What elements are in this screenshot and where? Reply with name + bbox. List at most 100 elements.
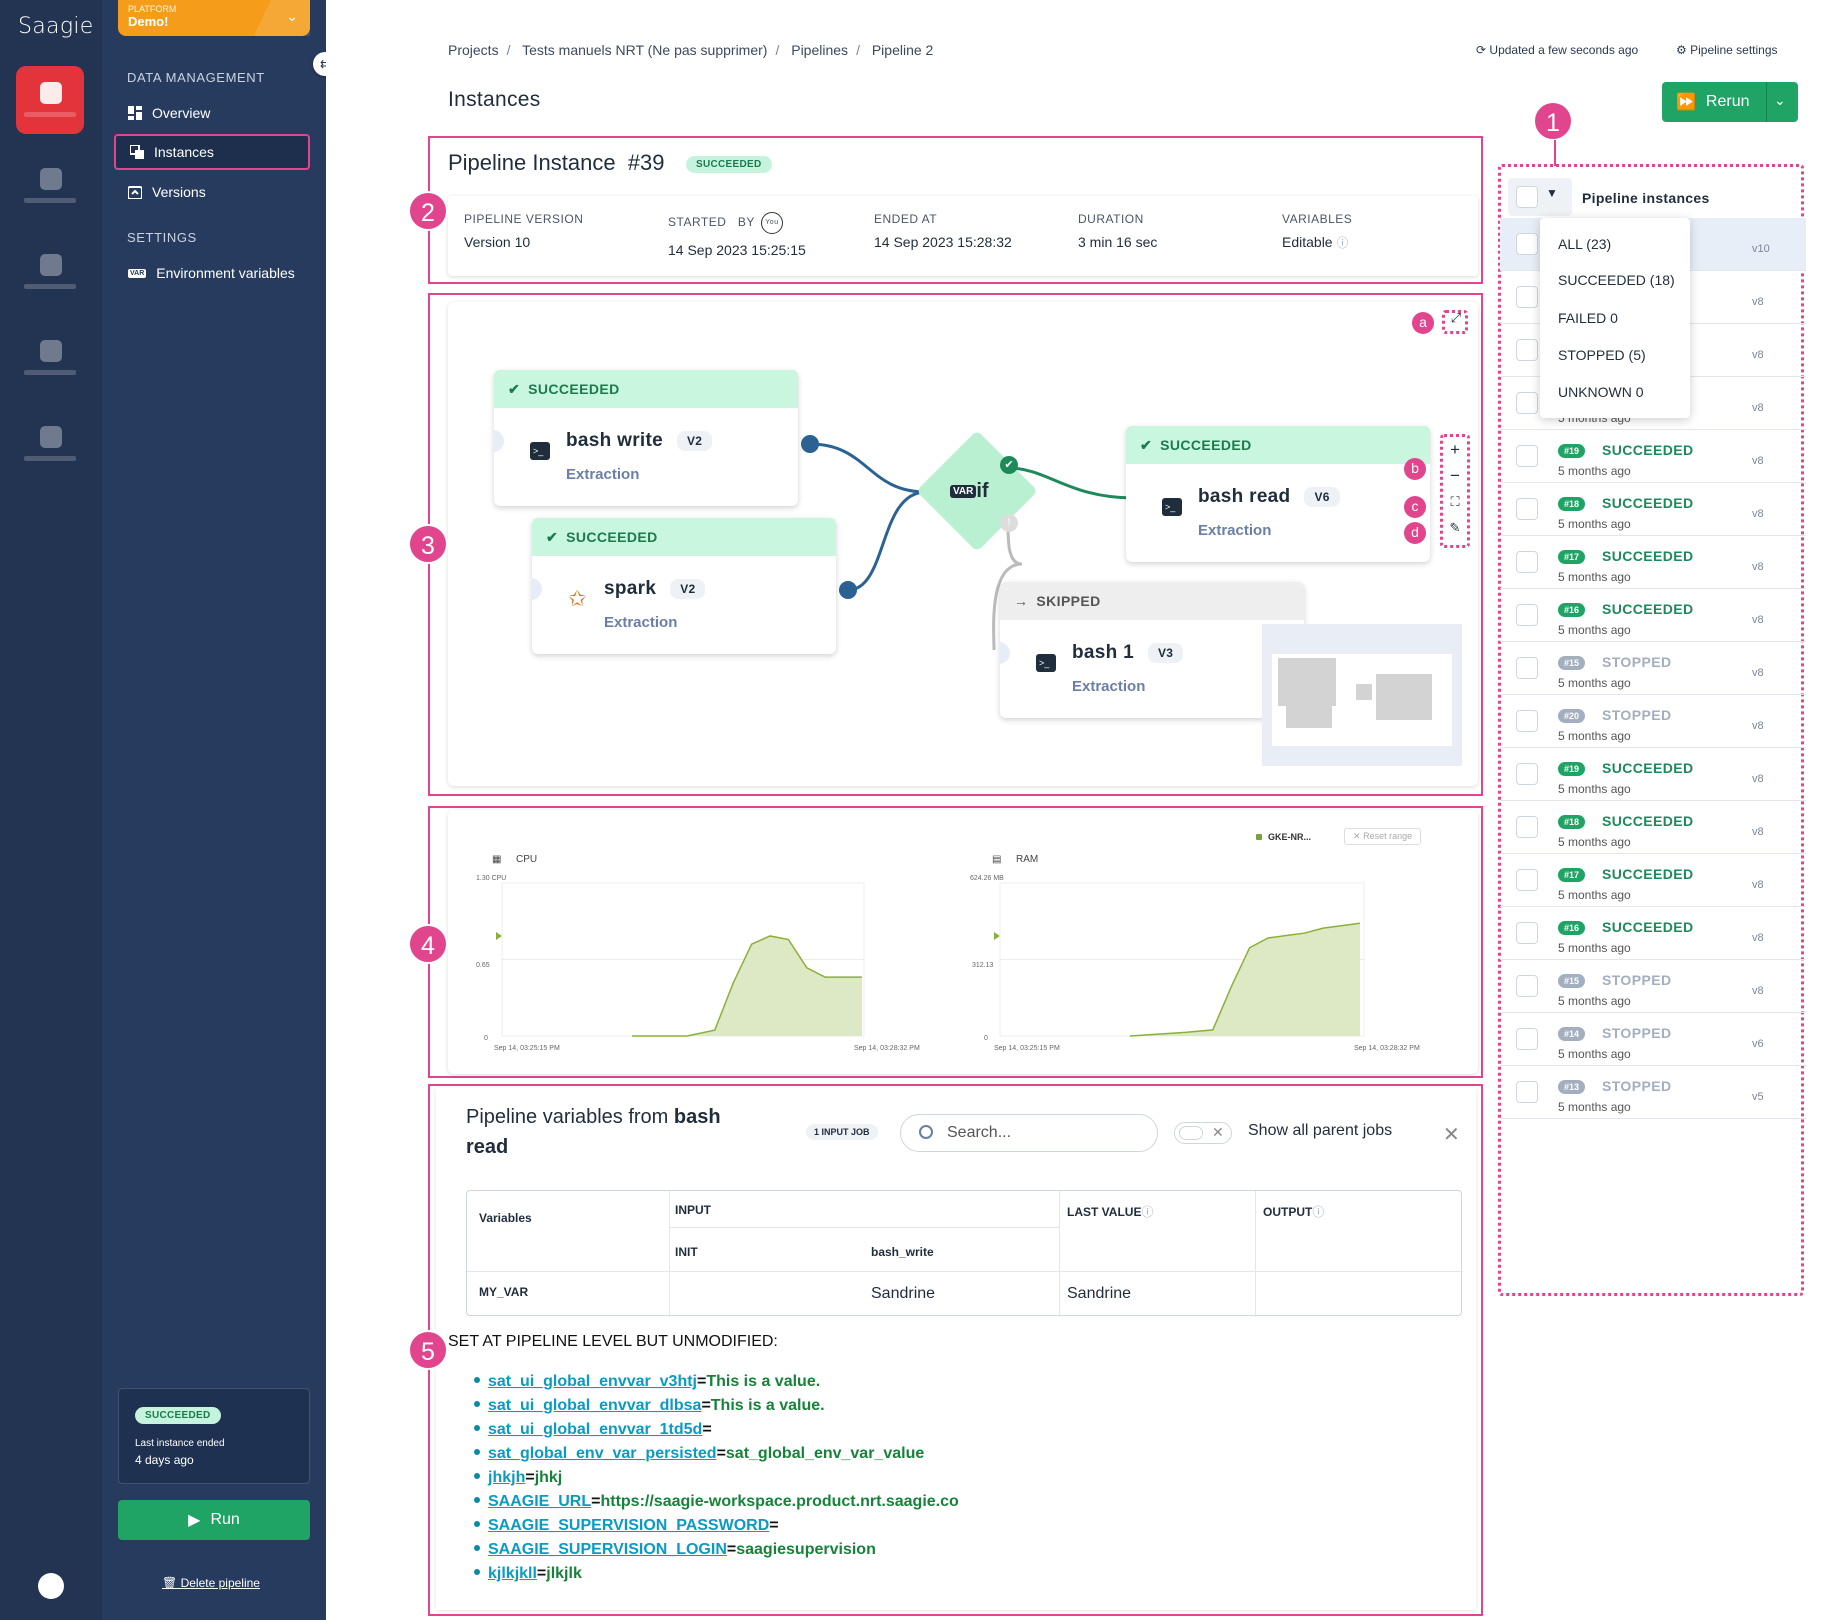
search-input[interactable]: Search... — [900, 1114, 1158, 1152]
env-var-key[interactable]: sat_ui_global_envvar_1td5d — [488, 1421, 703, 1438]
instance-row[interactable]: #17 SUCCEEDED 5 months ago v8 — [1500, 536, 1806, 589]
instance-row[interactable]: #17 SUCCEEDED 5 months ago v8 — [1500, 854, 1806, 907]
platform-name: Demo! — [128, 14, 169, 29]
interactive-toggle-icon[interactable]: ✎ — [1449, 520, 1461, 535]
row-checkbox[interactable] — [1516, 1081, 1538, 1103]
row-checkbox[interactable] — [1516, 657, 1538, 679]
rerun-button[interactable]: ⏩ Rerun ⌄ — [1662, 82, 1798, 122]
reset-range-button[interactable]: ✕ Reset range — [1344, 828, 1422, 845]
delete-pipeline-link[interactable]: 🗑 Delete pipeline — [162, 1576, 260, 1590]
sidebar-item-environment-variables[interactable]: VAR Environment variables — [114, 255, 310, 291]
close-variables-icon[interactable]: ✕ — [1443, 1124, 1460, 1146]
job-node-bash-read[interactable]: ✔ SUCCEEDED >_ bash read V6 Extraction — [1126, 426, 1430, 562]
instance-row[interactable]: #14 STOPPED 5 months ago v6 — [1500, 1013, 1806, 1066]
env-var-key[interactable]: SAAGIE_SUPERVISION_PASSWORD — [488, 1517, 770, 1534]
instance-row[interactable]: #15 STOPPED 5 months ago v8 — [1500, 960, 1806, 1013]
row-checkbox[interactable] — [1516, 233, 1538, 255]
instance-row[interactable]: #20 STOPPED 5 months ago v8 — [1500, 695, 1806, 748]
saagie-logo[interactable]: Saagie — [18, 14, 94, 39]
pipeline-settings-link[interactable]: ⚙ Pipeline settings — [1676, 43, 1778, 57]
graph-minimap[interactable] — [1262, 624, 1462, 766]
row-checkbox[interactable] — [1516, 286, 1538, 308]
instance-row[interactable]: #16 SUCCEEDED 5 months ago v8 — [1500, 589, 1806, 642]
expand-icon[interactable]: ⤢ — [1450, 310, 1462, 325]
row-checkbox[interactable] — [1516, 445, 1538, 467]
instance-age: 5 months ago — [1558, 835, 1631, 849]
instance-version: v10 — [1752, 243, 1770, 255]
row-checkbox[interactable] — [1516, 392, 1538, 414]
jobs-icon[interactable] — [16, 238, 84, 306]
row-checkbox[interactable] — [1516, 551, 1538, 573]
instance-version: v8 — [1752, 296, 1764, 308]
env-var-key[interactable]: SAAGIE_URL — [488, 1493, 592, 1510]
instance-row[interactable]: #19 SUCCEEDED 5 months ago v8 — [1500, 430, 1806, 483]
catalog-icon[interactable] — [16, 324, 84, 392]
instance-row[interactable]: #19 SUCCEEDED 5 months ago v8 — [1500, 748, 1806, 801]
zoom-out-icon[interactable]: − — [1450, 466, 1460, 485]
instance-age: 5 months ago — [1558, 941, 1631, 955]
row-checkbox[interactable] — [1516, 975, 1538, 997]
platform-selector[interactable]: PLATFORM Demo! ⌄ — [118, 0, 310, 36]
instance-row[interactable]: #18 SUCCEEDED 5 months ago v8 — [1500, 483, 1806, 536]
job-node-spark[interactable]: ✔ SUCCEEDED ✩ spark V2 Extraction — [532, 518, 836, 654]
instance-row[interactable]: #16 SUCCEEDED 5 months ago v8 — [1500, 907, 1806, 960]
env-var-key[interactable]: sat_ui_global_envvar_dlbsa — [488, 1397, 702, 1414]
instance-row[interactable]: #13 STOPPED 5 months ago v5 — [1500, 1066, 1806, 1119]
breadcrumb-project[interactable]: Tests manuels NRT (Ne pas supprimer) — [522, 42, 768, 58]
breadcrumb-pipelines[interactable]: Pipelines — [791, 42, 849, 58]
bullet-icon — [474, 1425, 480, 1431]
page-title: Instances — [448, 88, 541, 111]
legend-item[interactable]: GKE-NR... — [1256, 832, 1311, 842]
zoom-in-icon[interactable]: + — [1450, 440, 1460, 459]
instance-status: SUCCEEDED — [1602, 813, 1694, 829]
sidebar-item-instances[interactable]: Instances — [114, 134, 310, 170]
row-checkbox[interactable] — [1516, 922, 1538, 944]
show-all-parent-jobs-toggle[interactable]: ✕ — [1174, 1122, 1232, 1144]
check-icon: ✔ — [1140, 436, 1153, 453]
panel-title: Pipeline instances — [1582, 190, 1710, 206]
job-node-bash-write[interactable]: ✔ SUCCEEDED >_ bash write V2 Extraction — [494, 370, 798, 506]
select-dropdown-icon[interactable]: ▼ — [1546, 186, 1558, 200]
rerun-dropdown-icon[interactable]: ⌄ — [1774, 92, 1786, 108]
filter-unknown[interactable]: UNKNOWN 0 — [1558, 384, 1644, 400]
instance-title: Pipeline Instance #39 — [448, 150, 665, 176]
breadcrumb-projects[interactable]: Projects — [448, 42, 499, 58]
last-instance-card[interactable]: SUCCEEDED Last instance ended 4 days ago — [118, 1388, 310, 1484]
row-checkbox[interactable] — [1516, 1028, 1538, 1050]
sidebar-item-versions[interactable]: Versions — [114, 174, 310, 210]
info-value[interactable]: Editable — [1282, 234, 1333, 250]
row-checkbox[interactable] — [1516, 869, 1538, 891]
filter-succeeded[interactable]: SUCCEEDED (18) — [1558, 272, 1675, 288]
datasets-icon[interactable] — [16, 152, 84, 220]
row-checkbox[interactable] — [1516, 763, 1538, 785]
env-var-key[interactable]: kjlkjkll — [488, 1565, 537, 1582]
env-var-key[interactable]: sat_global_env_var_persisted — [488, 1445, 717, 1462]
run-button[interactable]: ▶ Run — [118, 1500, 310, 1540]
user-avatar[interactable] — [38, 1573, 64, 1599]
breadcrumb-pipeline[interactable]: Pipeline 2 — [871, 42, 934, 58]
row-checkbox[interactable] — [1516, 816, 1538, 838]
instance-age: 5 months ago — [1558, 464, 1631, 478]
instance-row[interactable]: #15 STOPPED 5 months ago v8 — [1500, 642, 1806, 695]
row-checkbox[interactable] — [1516, 710, 1538, 732]
fit-view-icon[interactable]: ⛶ — [1450, 494, 1460, 509]
input-port — [532, 578, 542, 600]
projects-icon[interactable] — [16, 66, 84, 134]
env-var-key[interactable]: SAAGIE_SUPERVISION_LOGIN — [488, 1541, 727, 1558]
row-checkbox[interactable] — [1516, 604, 1538, 626]
job-node-bash-1[interactable]: → SKIPPED >_ bash 1 V3 Extraction — [1000, 582, 1304, 718]
filter-failed[interactable]: FAILED 0 — [1558, 310, 1618, 326]
sidebar-item-overview[interactable]: Overview — [114, 95, 310, 131]
select-all-checkbox[interactable] — [1516, 186, 1538, 208]
col-last-value: LAST VALUEⓘ — [1067, 1203, 1153, 1220]
row-checkbox[interactable] — [1516, 339, 1538, 361]
env-var-key[interactable]: jhkjh — [488, 1469, 526, 1486]
instance-row[interactable]: #18 SUCCEEDED 5 months ago v8 — [1500, 801, 1806, 854]
arrow-right-icon: → — [1014, 593, 1029, 609]
filter-all[interactable]: ALL (23) — [1558, 236, 1612, 252]
env-var-key[interactable]: sat_ui_global_envvar_v3htj — [488, 1373, 697, 1390]
refresh-status[interactable]: ⟳ Updated a few seconds ago — [1476, 43, 1638, 57]
filter-stopped[interactable]: STOPPED (5) — [1558, 347, 1646, 363]
row-checkbox[interactable] — [1516, 498, 1538, 520]
security-icon[interactable] — [16, 410, 84, 478]
